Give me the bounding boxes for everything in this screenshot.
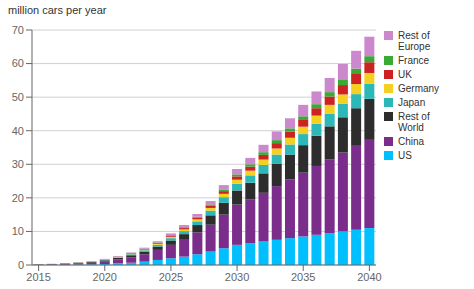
html-text:UK: UK <box>398 69 412 80</box>
svg-text:40: 40 <box>12 125 24 137</box>
html-text:Germany: Germany <box>398 83 440 94</box>
svg-text:50: 50 <box>12 91 24 103</box>
svg-text:2035: 2035 <box>291 271 315 283</box>
svg-text:2040: 2040 <box>357 271 381 283</box>
svg-text:0: 0 <box>18 259 24 271</box>
svg-text:30: 30 <box>12 158 24 170</box>
html-text:US: US <box>398 150 412 161</box>
svg-text:60: 60 <box>12 57 24 69</box>
html-text:Rest of Europe: Rest of Europe <box>398 30 431 52</box>
svg-text:2020: 2020 <box>93 271 117 283</box>
svg-text:10: 10 <box>12 225 24 237</box>
svg-text:70: 70 <box>12 24 24 36</box>
svg-text:2030: 2030 <box>225 271 249 283</box>
svg-text:2025: 2025 <box>159 271 183 283</box>
html-text:China: China <box>398 136 425 147</box>
html-text:Japan: Japan <box>398 97 426 108</box>
svg-text:2015: 2015 <box>26 271 50 283</box>
svg-text:20: 20 <box>12 192 24 204</box>
html-text:Rest of World: Rest of World <box>398 111 430 133</box>
html-text:France: France <box>398 55 430 66</box>
html-text:million cars per year: million cars per year <box>8 4 107 16</box>
